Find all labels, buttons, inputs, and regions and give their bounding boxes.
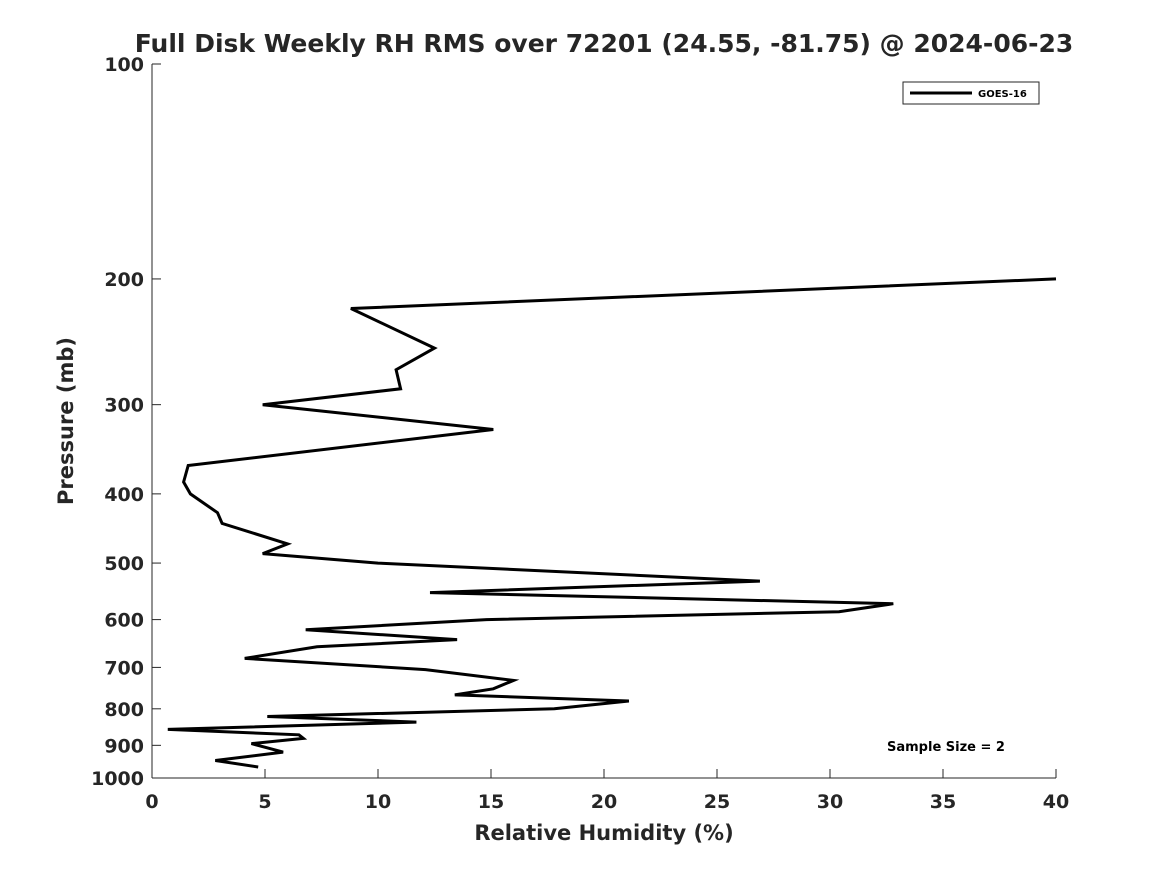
plot-area bbox=[152, 64, 1056, 778]
y-tick-label: 600 bbox=[104, 610, 144, 632]
series-line-goes-16 bbox=[167, 277, 1057, 769]
x-tick-label: 5 bbox=[258, 791, 271, 813]
x-tick-label: 25 bbox=[704, 791, 730, 813]
chart-title: Full Disk Weekly RH RMS over 72201 (24.5… bbox=[135, 29, 1074, 58]
x-tick-label: 30 bbox=[817, 791, 843, 813]
series-layer bbox=[167, 277, 1057, 769]
x-axis-label: Relative Humidity (%) bbox=[474, 821, 733, 845]
y-tick-label: 900 bbox=[104, 735, 144, 757]
legend-entry-goes-16: GOES-16 bbox=[978, 89, 1027, 100]
x-axis-ticks: 0 5 10 15 20 25 30 35 40 bbox=[145, 769, 1069, 813]
y-tick-label: 200 bbox=[104, 269, 144, 291]
x-tick-label: 40 bbox=[1043, 791, 1069, 813]
x-tick-label: 20 bbox=[591, 791, 617, 813]
y-tick-label: 1000 bbox=[91, 768, 144, 790]
y-tick-label: 800 bbox=[104, 699, 144, 721]
y-axis-ticks: 100 200 300 400 500 600 700 800 900 1000 bbox=[91, 54, 161, 790]
y-tick-label: 100 bbox=[104, 54, 144, 76]
x-tick-label: 35 bbox=[930, 791, 956, 813]
y-tick-label: 700 bbox=[104, 657, 144, 679]
legend: GOES-16 bbox=[902, 81, 1040, 105]
x-tick-label: 0 bbox=[145, 791, 158, 813]
y-axis-label: Pressure (mb) bbox=[54, 337, 78, 505]
y-tick-label: 300 bbox=[104, 395, 144, 417]
sample-size-annotation: Sample Size = 2 bbox=[887, 740, 1005, 755]
y-tick-label: 400 bbox=[104, 484, 144, 506]
y-tick-label: 500 bbox=[104, 553, 144, 575]
x-tick-label: 15 bbox=[478, 791, 504, 813]
x-tick-label: 10 bbox=[365, 791, 391, 813]
